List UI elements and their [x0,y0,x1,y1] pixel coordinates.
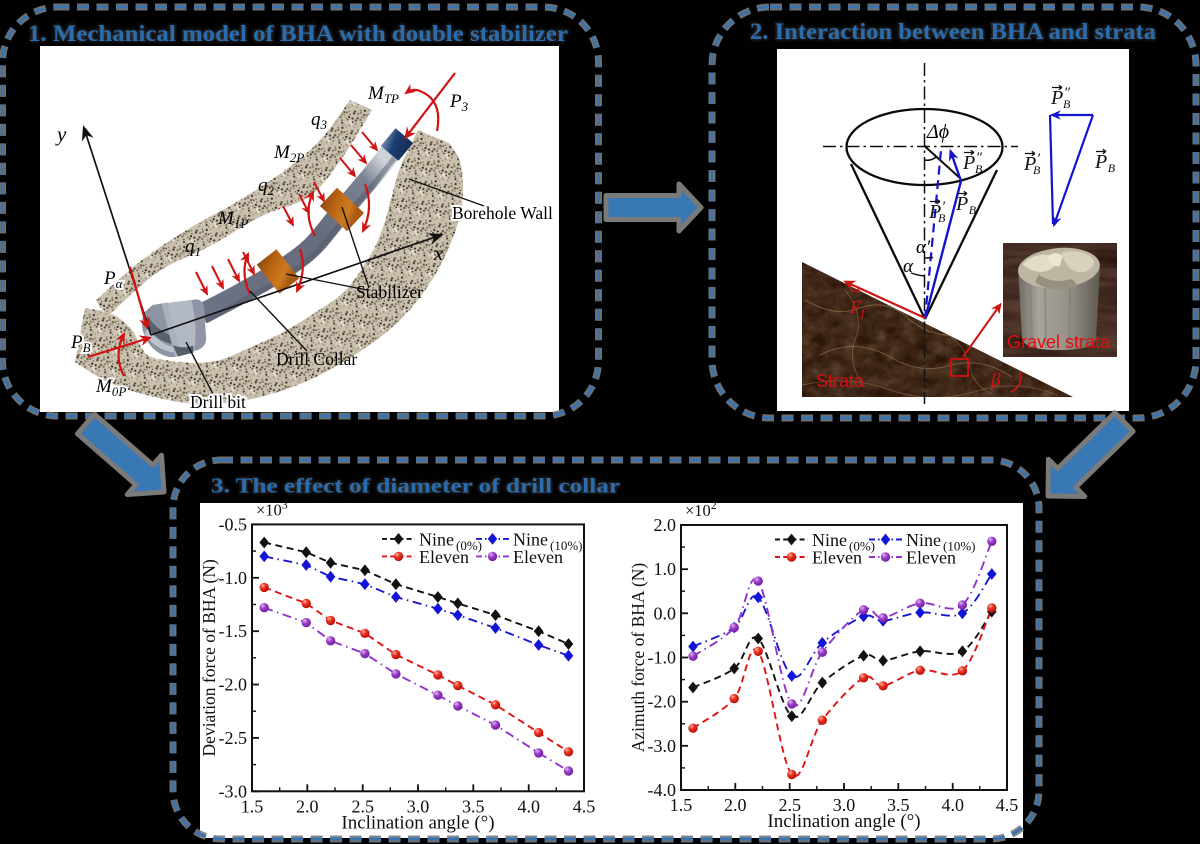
svg-text:4.0: 4.0 [941,795,964,815]
svg-text:Nine: Nine [513,529,548,549]
svg-text:(0%): (0%) [849,539,875,554]
svg-text:1.5: 1.5 [670,795,693,815]
svg-text:1.0: 1.0 [654,559,677,579]
svg-text:0.0: 0.0 [654,603,677,623]
svg-text:2.0: 2.0 [724,795,747,815]
svg-text:Nine: Nine [812,530,847,550]
svg-text:Drill bit: Drill bit [190,392,246,412]
svg-text:Deviation force of BHA (N): Deviation force of BHA (N) [199,559,219,756]
svg-text:2.0: 2.0 [296,796,319,816]
svg-text:×102: ×102 [685,500,717,520]
svg-text:-0.5: -0.5 [219,514,248,534]
svg-text:1.5: 1.5 [241,796,264,816]
svg-text:(0%): (0%) [456,538,482,553]
svg-text:Inclination angle (°): Inclination angle (°) [767,811,920,832]
svg-text:4.5: 4.5 [573,796,596,816]
svg-text:α: α [903,256,914,277]
svg-text:Nine: Nine [419,529,454,549]
svg-text:Eleven: Eleven [812,548,862,568]
svg-text:3.5: 3.5 [462,796,485,816]
svg-text:-3.0: -3.0 [648,736,677,756]
svg-text:P′B: P′ B [1023,151,1041,177]
svg-text:4.5: 4.5 [996,795,1019,815]
svg-text:Azimuth force of BHA (N): Azimuth force of BHA (N) [628,563,648,753]
svg-text:y: y [55,122,67,146]
svg-text:P′B: P′ B [928,199,946,225]
svg-text:4.0: 4.0 [517,796,540,816]
svg-text:Δϕ: Δϕ [926,121,949,143]
svg-text:P″B: P″ B [962,150,983,176]
svg-text:Eleven: Eleven [906,548,956,568]
svg-text:Strata: Strata [816,371,865,391]
svg-text:-1.5: -1.5 [219,621,248,641]
svg-text:α′: α′ [916,237,931,258]
svg-text:2.5: 2.5 [778,795,801,815]
svg-text:-4.0: -4.0 [648,780,677,800]
svg-text:(10%): (10%) [943,539,976,554]
svg-text:3.0: 3.0 [407,796,430,816]
svg-text:2.5: 2.5 [351,796,374,816]
svg-text:×103: ×103 [256,499,288,519]
svg-text:Nine: Nine [906,530,941,550]
svg-text:-2.0: -2.0 [648,692,677,712]
svg-text:1. Mechanical model of BHA wit: 1. Mechanical model of BHA with double s… [28,21,568,47]
svg-text:-2.0: -2.0 [219,675,248,695]
svg-text:3.5: 3.5 [887,795,910,815]
svg-text:-3.0: -3.0 [219,781,248,801]
svg-text:Stabilizer: Stabilizer [356,282,423,302]
svg-text:M0P: M0P [95,376,126,399]
svg-text:Gravel strata: Gravel strata [1007,332,1111,352]
svg-text:Borehole Wall: Borehole Wall [452,203,553,223]
svg-text:3.0: 3.0 [833,795,856,815]
svg-text:Drill Collar: Drill Collar [276,349,357,369]
svg-text:2.0: 2.0 [654,515,677,535]
svg-text:-2.5: -2.5 [219,728,248,748]
svg-text:-1.0: -1.0 [219,568,248,588]
svg-text:x: x [433,241,444,265]
svg-text:(10%): (10%) [550,538,583,553]
svg-text:-1.0: -1.0 [648,648,677,668]
svg-text:Eleven: Eleven [513,547,563,567]
svg-text:P″B: P″ B [1050,85,1071,111]
svg-text:3. The effect of diameter of d: 3. The effect of diameter of drill colla… [211,474,620,498]
svg-text:2. Interaction between BHA and: 2. Interaction between BHA and strata [750,19,1156,45]
svg-text:Inclination angle (°): Inclination angle (°) [341,812,494,833]
svg-text:Eleven: Eleven [419,547,469,567]
svg-text:β: β [990,370,1001,391]
